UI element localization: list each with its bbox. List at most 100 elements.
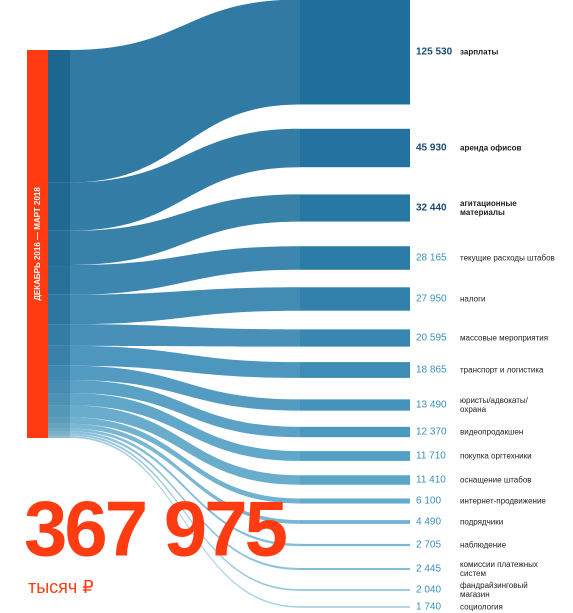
flow bbox=[70, 436, 300, 608]
source-segment bbox=[48, 417, 70, 424]
target-bar bbox=[300, 246, 410, 270]
value-label: 20 595 bbox=[416, 333, 447, 344]
source-shade bbox=[48, 393, 70, 406]
target-bar bbox=[300, 475, 410, 485]
source-shade bbox=[48, 324, 70, 346]
source-shade bbox=[48, 436, 70, 438]
flow bbox=[70, 324, 300, 347]
source-segment bbox=[48, 405, 70, 418]
source-shade bbox=[48, 428, 70, 432]
category-label: видеопродакшен bbox=[460, 427, 524, 437]
category-label: комиссии платежных систем bbox=[460, 560, 538, 578]
flow bbox=[70, 423, 300, 524]
target-bar bbox=[300, 451, 410, 461]
flow bbox=[70, 434, 300, 591]
source-segment bbox=[48, 423, 70, 429]
source-segment bbox=[48, 393, 70, 406]
target-bar bbox=[300, 194, 410, 222]
category-label: покупка оргтехники bbox=[460, 451, 532, 461]
flow bbox=[70, 379, 300, 438]
source-segment bbox=[48, 264, 70, 295]
flow bbox=[70, 393, 300, 461]
source-shade bbox=[48, 405, 70, 418]
category-label: зарплаты bbox=[460, 47, 499, 57]
source-segment bbox=[48, 436, 70, 438]
value-label: 6 100 bbox=[416, 496, 441, 507]
source-segment bbox=[48, 365, 70, 380]
source-shade bbox=[48, 434, 70, 437]
target-bar bbox=[300, 498, 410, 504]
flow bbox=[70, 431, 300, 571]
source-shade bbox=[48, 417, 70, 424]
source-segment bbox=[48, 230, 70, 265]
source-segment bbox=[48, 324, 70, 346]
value-label: 2 445 bbox=[416, 564, 441, 575]
source-segment bbox=[48, 182, 70, 231]
source-shade bbox=[48, 230, 70, 265]
source-shade bbox=[48, 379, 70, 394]
source-shade bbox=[48, 423, 70, 429]
source-shade bbox=[48, 345, 70, 366]
value-label: 125 530 bbox=[416, 47, 453, 58]
source-segment bbox=[48, 431, 70, 435]
flow bbox=[70, 128, 300, 231]
value-label: 1 740 bbox=[416, 602, 441, 613]
category-label: транспорт и логистика bbox=[460, 365, 544, 375]
value-label: 32 440 bbox=[416, 203, 447, 214]
value-label: 13 490 bbox=[416, 400, 447, 411]
target-bar bbox=[300, 426, 410, 438]
flow bbox=[70, 405, 300, 485]
value-label: 2 040 bbox=[416, 585, 441, 596]
value-label: 18 865 bbox=[416, 365, 447, 376]
category-label: интернет-продвижение bbox=[460, 496, 546, 506]
source-segment bbox=[48, 434, 70, 437]
flow bbox=[70, 428, 300, 547]
target-bar bbox=[300, 128, 410, 168]
value-label: 27 950 bbox=[416, 294, 447, 305]
source-shade bbox=[48, 365, 70, 380]
value-label: 12 370 bbox=[416, 427, 447, 438]
category-label: подрядчики bbox=[460, 517, 504, 527]
target-bar bbox=[300, 362, 410, 378]
category-label: аренда офисов bbox=[460, 143, 522, 153]
source-segment bbox=[48, 345, 70, 366]
value-label: 4 490 bbox=[416, 517, 441, 528]
source-shade bbox=[48, 431, 70, 435]
source-segment bbox=[48, 50, 70, 183]
source-segment bbox=[48, 294, 70, 325]
source-shade bbox=[48, 50, 70, 183]
target-bar bbox=[300, 606, 410, 608]
target-bar bbox=[300, 399, 410, 411]
category-label: юристы/адвокаты/ охрана bbox=[460, 396, 528, 414]
category-label: налоги bbox=[460, 294, 486, 304]
value-label: 45 930 bbox=[416, 143, 447, 154]
period-bar bbox=[27, 50, 48, 438]
flow bbox=[70, 287, 300, 325]
flow bbox=[70, 0, 300, 183]
target-bar bbox=[300, 567, 410, 571]
target-bar bbox=[300, 329, 410, 347]
category-label: массовые мероприятия bbox=[460, 333, 549, 343]
target-bar bbox=[300, 589, 410, 591]
source-shade bbox=[48, 294, 70, 325]
category-label: фандрайзинговый магазин bbox=[460, 581, 528, 599]
source-segment bbox=[48, 428, 70, 432]
value-label: 28 165 bbox=[416, 253, 447, 264]
flow bbox=[70, 417, 300, 504]
category-label: социология bbox=[460, 602, 503, 612]
value-label: 2 705 bbox=[416, 540, 441, 551]
unit: тысяч ₽ bbox=[28, 577, 94, 597]
category-label: оснащение штабов bbox=[460, 475, 532, 485]
flow bbox=[70, 246, 300, 295]
category-label: агитационные материалы bbox=[460, 199, 517, 217]
target-bar bbox=[300, 543, 410, 547]
category-label: наблюдение bbox=[460, 540, 507, 550]
period-label: ДЕКАБРЬ 2016 — МАРТ 2018 bbox=[33, 187, 42, 301]
source-shade bbox=[48, 182, 70, 231]
flow bbox=[70, 345, 300, 378]
source-shade bbox=[48, 264, 70, 295]
target-bar bbox=[300, 0, 410, 105]
target-bar bbox=[300, 287, 410, 311]
target-bar bbox=[300, 520, 410, 524]
